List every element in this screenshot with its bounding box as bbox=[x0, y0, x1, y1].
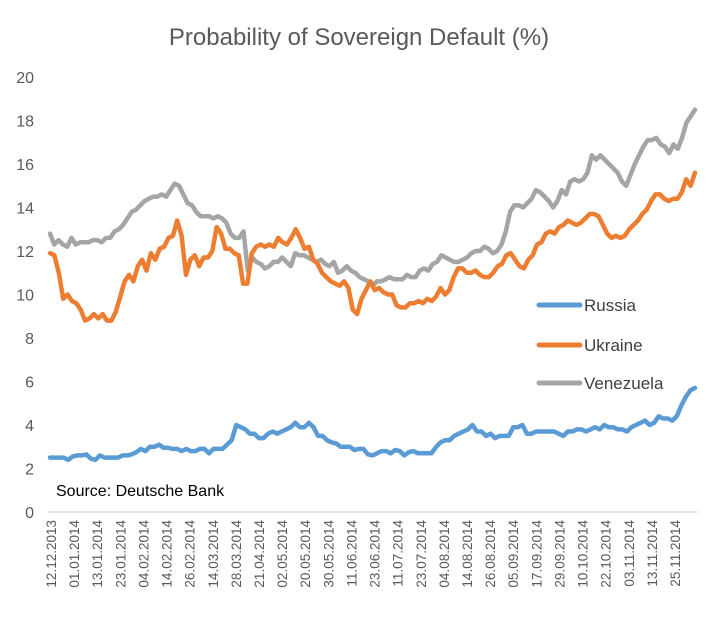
x-axis-ticks: 12.12.2013 01.01.2014 13.01.2014 23.01.2014… bbox=[44, 520, 683, 588]
series-line-venezuela bbox=[47, 107, 698, 289]
x-tick-label: 04.02.2014 bbox=[136, 520, 151, 588]
source-annotation: Source: Deutsche Bank bbox=[56, 483, 225, 500]
x-tick-label: 13.01.2014 bbox=[90, 520, 105, 588]
legend: Russia Ukraine Venezuela bbox=[536, 296, 664, 393]
y-tick-label: 14 bbox=[16, 201, 34, 218]
x-tick-label: 29.09.2014 bbox=[552, 520, 567, 588]
y-tick-label: 12 bbox=[16, 244, 34, 261]
x-tick-label: 22.10.2014 bbox=[599, 520, 614, 588]
x-tick-label: 23.07.2014 bbox=[414, 520, 429, 588]
x-tick-label: 14.03.2014 bbox=[206, 520, 221, 588]
x-tick-label: 11.07.2014 bbox=[391, 520, 406, 587]
x-tick-label: 17.09.2014 bbox=[529, 520, 544, 588]
legend-label: Russia bbox=[584, 296, 637, 315]
legend-label: Venezuela bbox=[584, 374, 664, 393]
x-tick-label: 30.05.2014 bbox=[321, 520, 336, 588]
x-tick-label: 20.05.2014 bbox=[298, 520, 313, 588]
x-tick-label: 23.06.2014 bbox=[368, 520, 383, 588]
y-axis-ticks: 0 2 4 6 8 10 12 14 16 18 20 bbox=[16, 70, 34, 522]
y-tick-label: 20 bbox=[16, 70, 34, 87]
x-tick-label: 26.02.2014 bbox=[183, 520, 198, 588]
x-tick-label: 01.01.2014 bbox=[67, 520, 82, 588]
x-tick-label: 21.04.2014 bbox=[252, 520, 267, 588]
y-tick-label: 10 bbox=[16, 288, 34, 305]
x-tick-label: 04.08.2014 bbox=[437, 520, 452, 588]
legend-item-russia: Russia bbox=[536, 296, 637, 315]
series-lines bbox=[47, 107, 698, 463]
x-tick-label: 13.11.2014 bbox=[645, 520, 660, 587]
x-tick-label: 03.11.2014 bbox=[622, 520, 637, 587]
y-tick-label: 16 bbox=[16, 157, 34, 174]
x-tick-label: 25.11.2014 bbox=[668, 520, 683, 587]
legend-label: Ukraine bbox=[584, 336, 643, 355]
y-tick-label: 18 bbox=[16, 114, 34, 131]
legend-item-venezuela: Venezuela bbox=[536, 374, 664, 393]
y-tick-label: 4 bbox=[25, 418, 34, 435]
x-tick-label: 23.01.2014 bbox=[113, 520, 128, 588]
y-tick-label: 6 bbox=[25, 375, 34, 392]
series-line-russia bbox=[47, 385, 698, 463]
x-tick-label: 02.05.2014 bbox=[275, 520, 290, 588]
x-tick-label: 12.12.2013 bbox=[44, 520, 59, 588]
legend-item-ukraine: Ukraine bbox=[536, 336, 643, 355]
x-tick-label: 26.08.2014 bbox=[483, 520, 498, 588]
x-tick-label: 14.08.2014 bbox=[460, 520, 475, 588]
x-tick-label: 10.10.2014 bbox=[576, 520, 591, 588]
y-tick-label: 2 bbox=[25, 462, 34, 479]
series-line-ukraine bbox=[47, 170, 698, 323]
x-tick-label: 05.09.2014 bbox=[506, 520, 521, 588]
x-tick-label: 28.03.2014 bbox=[229, 520, 244, 588]
y-tick-label: 0 bbox=[25, 505, 34, 522]
chart-title: Probability of Sovereign Default (%) bbox=[169, 24, 549, 51]
x-tick-label: 11.06.2014 bbox=[344, 520, 359, 587]
y-tick-label: 8 bbox=[25, 331, 34, 348]
x-tick-label: 14.02.2014 bbox=[160, 520, 175, 588]
